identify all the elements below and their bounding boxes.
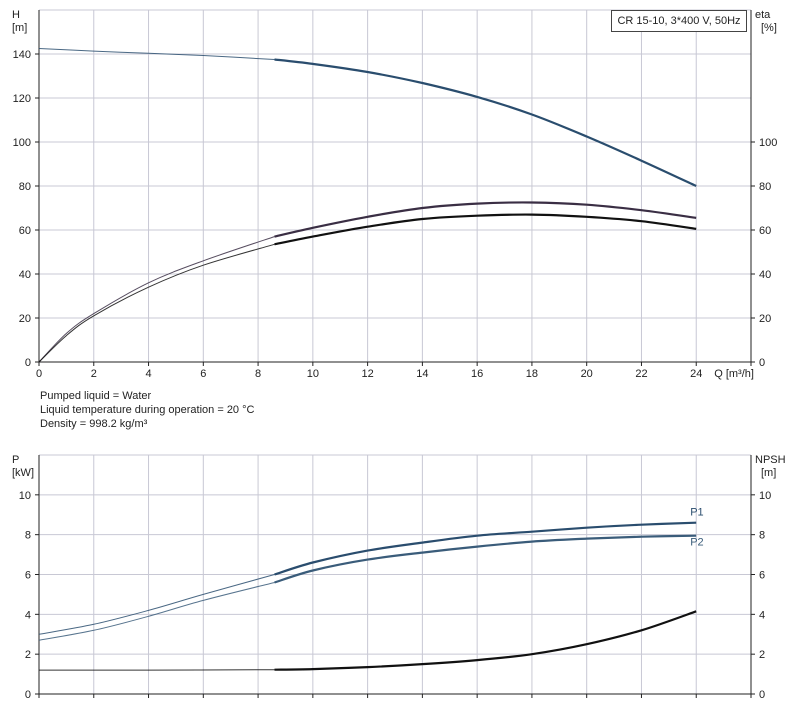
y-tick-label-right: 20 xyxy=(759,313,771,325)
x-tick-label: 10 xyxy=(307,368,319,380)
y-tick-label-left: 4 xyxy=(25,609,31,621)
x-axis-title: Q [m³/h] xyxy=(714,368,754,380)
series-line-eta-lower xyxy=(274,213,697,246)
y-axis-title-left: H xyxy=(12,9,20,21)
chart-title-box: CR 15-10, 3*400 V, 50Hz xyxy=(611,10,747,32)
x-tick-label: 14 xyxy=(416,368,428,380)
y-tick-label-right: 2 xyxy=(759,649,765,661)
liquid-temperature-text: Liquid temperature during operation = 20… xyxy=(40,404,255,416)
series-line-H-thin xyxy=(38,48,275,60)
series-label-p2: P2 xyxy=(690,537,703,549)
y-axis-title-right: eta xyxy=(755,9,771,21)
y-tick-label-right: 0 xyxy=(759,357,765,369)
y-tick-label-left: 0 xyxy=(25,689,31,701)
y-axis-unit-right: [%] xyxy=(761,22,777,34)
series-line-eta-upper xyxy=(274,201,697,238)
y-tick-label-right: 80 xyxy=(759,181,771,193)
x-tick-label: 16 xyxy=(471,368,483,380)
y-tick-label-right: 40 xyxy=(759,269,771,281)
x-tick-label: 6 xyxy=(200,368,206,380)
liquid-info: Pumped liquid = Water Liquid temperature… xyxy=(40,389,254,431)
y-tick-label-right: 10 xyxy=(759,490,771,502)
y-tick-label-right: 100 xyxy=(759,137,777,149)
series-line-P1 xyxy=(274,521,697,576)
y-tick-label-right: 60 xyxy=(759,225,771,237)
series-line-NPSH xyxy=(274,610,697,671)
series-line-P2-thin xyxy=(38,582,275,641)
y-tick-label-left: 40 xyxy=(19,269,31,281)
x-tick-label: 0 xyxy=(36,368,42,380)
series-line-eta-upper-thin xyxy=(38,236,275,363)
x-tick-label: 12 xyxy=(361,368,373,380)
series-line-P2 xyxy=(274,534,697,584)
y-tick-label-right: 4 xyxy=(759,609,765,621)
series-line-P1-thin xyxy=(38,574,275,635)
y-axis-title-right: NPSH xyxy=(755,454,786,466)
x-tick-label: 24 xyxy=(690,368,702,380)
y-tick-label-left: 80 xyxy=(19,181,31,193)
x-tick-label: 20 xyxy=(581,368,593,380)
y-axis-title-left: P xyxy=(12,454,19,466)
y-tick-label-left: 6 xyxy=(25,570,31,582)
y-tick-label-right: 8 xyxy=(759,530,765,542)
y-tick-label-left: 20 xyxy=(19,313,31,325)
y-axis-unit-left: [m] xyxy=(12,22,27,34)
density-text: Density = 998.2 kg/m³ xyxy=(40,418,148,430)
x-tick-label: 18 xyxy=(526,368,538,380)
series-label-p1: P1 xyxy=(690,507,703,519)
x-tick-label: 4 xyxy=(145,368,151,380)
y-tick-label-right: 0 xyxy=(759,689,765,701)
y-tick-label-left: 120 xyxy=(13,93,31,105)
x-tick-label: 22 xyxy=(635,368,647,380)
y-tick-label-left: 0 xyxy=(25,357,31,369)
x-tick-label: 8 xyxy=(255,368,261,380)
y-tick-label-right: 6 xyxy=(759,570,765,582)
series-line-H xyxy=(274,58,697,187)
y-axis-unit-right: [m] xyxy=(761,467,776,479)
y-tick-label-left: 60 xyxy=(19,225,31,237)
y-tick-label-left: 10 xyxy=(19,490,31,502)
series-line-eta-lower-thin xyxy=(38,243,275,363)
x-tick-label: 2 xyxy=(91,368,97,380)
y-tick-label-left: 140 xyxy=(13,49,31,61)
y-tick-label-left: 100 xyxy=(13,137,31,149)
y-axis-unit-left: [kW] xyxy=(12,467,34,479)
y-tick-label-left: 8 xyxy=(25,530,31,542)
pumped-liquid-text: Pumped liquid = Water xyxy=(40,390,152,402)
y-tick-label-left: 2 xyxy=(25,649,31,661)
